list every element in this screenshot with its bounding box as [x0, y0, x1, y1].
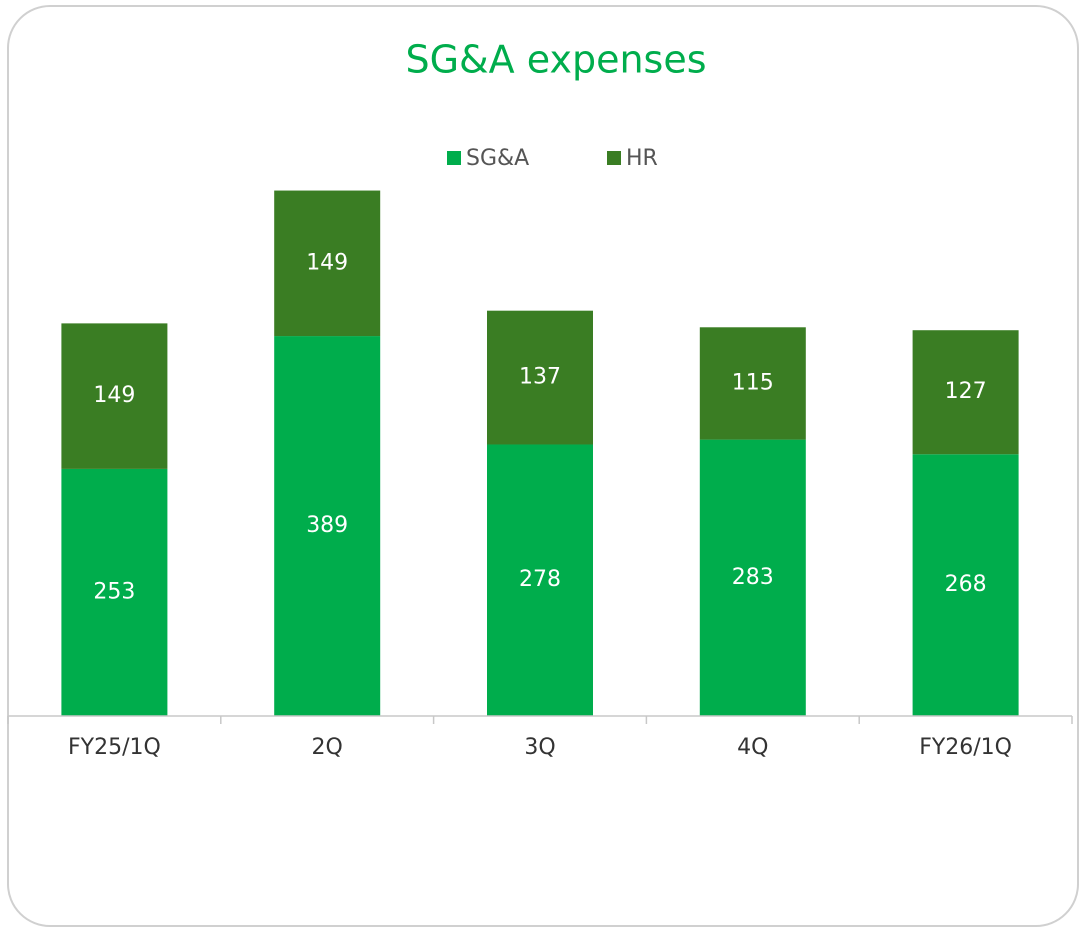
legend-swatch	[447, 151, 461, 165]
data-label: 149	[93, 383, 135, 408]
data-label: 137	[519, 365, 561, 390]
x-tick-label: 3Q	[524, 735, 555, 760]
bar-segment	[61, 468, 168, 716]
data-label: 115	[732, 370, 774, 395]
bar-segment	[699, 439, 806, 716]
bar-segment	[487, 310, 593, 445]
bar-segment	[699, 327, 806, 440]
data-label: 127	[945, 379, 987, 404]
bar-segment	[274, 336, 381, 716]
bar-segment	[61, 323, 168, 469]
legend-swatch	[607, 151, 621, 165]
data-label: 149	[306, 250, 348, 275]
data-label: 268	[945, 572, 987, 597]
chart-title: SG&A expenses	[405, 38, 706, 82]
x-tick-label: 4Q	[737, 735, 768, 760]
bar-segment	[912, 454, 1019, 716]
bar-segment	[912, 330, 1019, 455]
legend-label: HR	[626, 146, 658, 171]
x-tick-label: 2Q	[312, 735, 343, 760]
x-tick-label: FY26/1Q	[919, 735, 1012, 760]
x-tick-label: FY25/1Q	[68, 735, 161, 760]
bar-segment	[274, 190, 381, 337]
data-label: 283	[732, 565, 774, 590]
legend-label: SG&A	[466, 146, 529, 171]
data-label: 389	[306, 513, 348, 538]
data-label: 253	[93, 579, 135, 604]
data-label: 278	[519, 567, 561, 592]
bar-segment	[487, 444, 593, 716]
